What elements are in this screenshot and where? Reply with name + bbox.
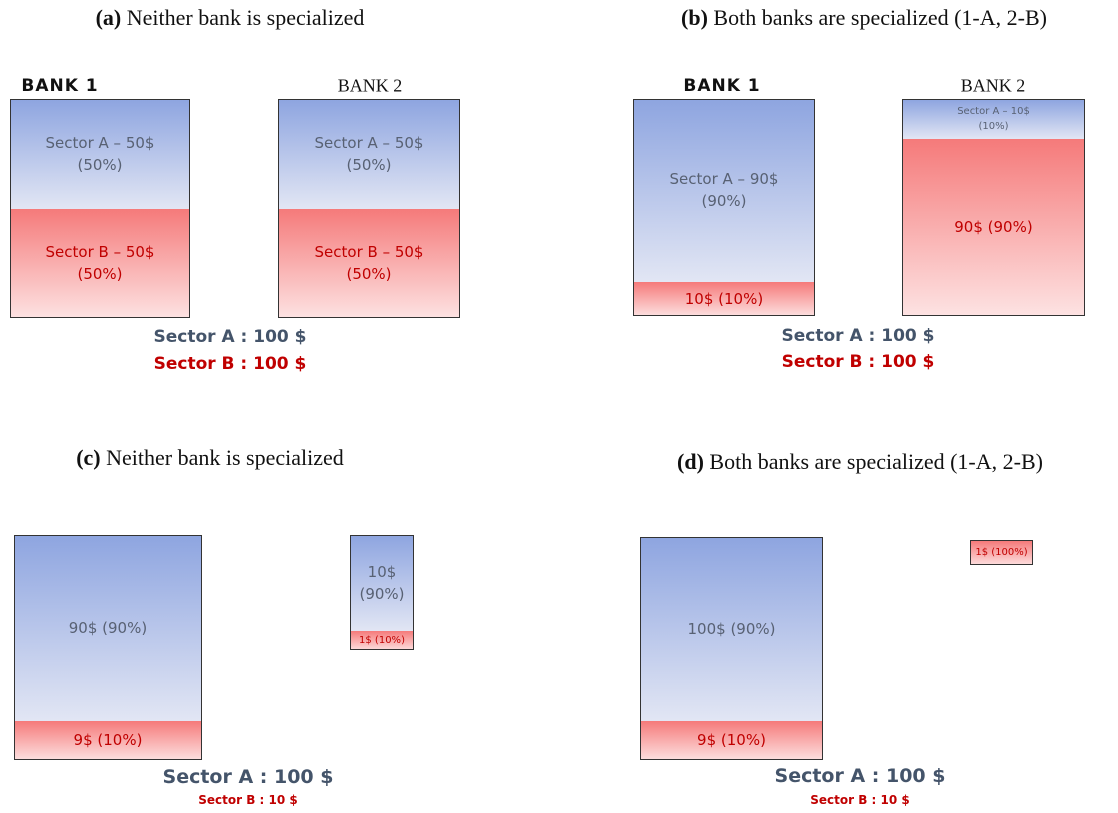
segment-text: Sector A – 50$	[45, 133, 155, 152]
segment-text: (90%)	[359, 584, 405, 603]
panel-label: (c)	[76, 445, 101, 470]
panel-label: (a)	[95, 5, 122, 30]
sector-segment: Sector A – 90$ (90%)	[634, 100, 814, 282]
panel-label: (b)	[681, 5, 708, 30]
bank-box: Sector A – 50$ (50%) Sector B – 50$ (50%)	[278, 99, 460, 318]
segment-text: 90$ (90%)	[68, 618, 148, 637]
bank-box: Sector A – 50$ (50%) Sector B – 50$ (50%)	[10, 99, 190, 318]
segment-text: 100$ (90%)	[687, 619, 776, 638]
sector-total: Sector B : 10 $	[810, 793, 910, 807]
segment-text: (50%)	[346, 265, 392, 283]
sector-total: Sector A : 100 $	[774, 765, 946, 787]
panel-title: (d) Both banks are specialized (1-A, 2-B…	[677, 449, 1043, 475]
segment-text: (90%)	[701, 192, 747, 210]
bank-box: 10$ (90%) 1$ (10%)	[350, 535, 414, 650]
bank-label: BANK 2	[337, 75, 403, 96]
panel-label: (d)	[677, 449, 704, 474]
sector-segment: Sector B – 50$ (50%)	[279, 209, 459, 317]
sector-total: Sector A : 100 $	[162, 766, 334, 788]
panel-title-text: Neither bank is specialized	[126, 5, 365, 30]
segment-text: (50%)	[77, 265, 123, 283]
bank-box: Sector A – 90$ (90%) 10$ (10%)	[633, 99, 815, 316]
segment-text: 10$ (10%)	[684, 289, 764, 308]
segment-text: 9$ (10%)	[73, 731, 143, 750]
segment-text: Sector B – 50$	[314, 243, 424, 262]
sector-segment: 100$ (90%)	[641, 538, 822, 721]
sector-segment: 10$ (90%)	[351, 536, 413, 631]
segment-text: 90$ (90%)	[954, 218, 1033, 237]
sector-total: Sector B : 100 $	[781, 352, 935, 372]
segment-text: 1$ (10%)	[359, 634, 405, 646]
sector-total: Sector B : 10 $	[198, 793, 298, 807]
bank-label: BANK 1	[683, 76, 761, 96]
sector-segment: 90$ (90%)	[15, 536, 201, 721]
segment-text: (50%)	[346, 155, 392, 174]
sector-segment: 9$ (10%)	[15, 721, 201, 759]
segment-text: 10$	[367, 562, 397, 581]
segment-text: 9$ (10%)	[697, 731, 766, 750]
bank-box: 90$ (90%) 9$ (10%)	[14, 535, 202, 760]
segment-text: Sector A – 10$	[957, 106, 1030, 117]
sector-segment: 10$ (10%)	[634, 282, 814, 315]
panel-title: (b) Both banks are specialized (1-A, 2-B…	[681, 5, 1047, 31]
segment-text: Sector A – 50$	[314, 133, 424, 152]
segment-text: (10%)	[978, 120, 1009, 132]
sector-segment: Sector A – 50$ (50%)	[11, 100, 189, 209]
segment-text: Sector B – 50$	[45, 243, 155, 262]
segment-text: 1$ (100%)	[975, 547, 1028, 559]
panel-title-text: Both banks are specialized (1-A, 2-B)	[709, 449, 1043, 474]
panel-title-text: Both banks are specialized (1-A, 2-B)	[713, 5, 1047, 30]
sector-segment: 90$ (90%)	[903, 139, 1084, 315]
sector-total: Sector A : 100 $	[153, 327, 307, 347]
sector-segment: 9$ (10%)	[641, 721, 822, 759]
sector-segment: 1$ (10%)	[351, 631, 413, 649]
segment-text: (50%)	[77, 155, 123, 174]
sector-segment: Sector A – 50$ (50%)	[279, 100, 459, 209]
sector-segment: Sector A – 10$ (10%)	[903, 100, 1084, 139]
segment-text: Sector A – 90$	[669, 170, 779, 189]
bank-label: BANK 1	[21, 76, 99, 96]
panel-title-text: Neither bank is specialized	[106, 445, 344, 470]
bank-box: Sector A – 10$ (10%) 90$ (90%)	[902, 99, 1085, 316]
panel-title: (a) Neither bank is specialized	[96, 5, 365, 31]
sector-total: Sector B : 100 $	[153, 354, 307, 374]
bank-box: 100$ (90%) 9$ (10%)	[640, 537, 823, 760]
panel-title: (c) Neither bank is specialized	[76, 445, 344, 471]
sector-total: Sector A : 100 $	[781, 326, 935, 346]
sector-segment: Sector B – 50$ (50%)	[11, 209, 189, 317]
bank-box: 1$ (100%)	[970, 540, 1033, 565]
bank-label: BANK 2	[960, 75, 1026, 96]
sector-segment: 1$ (100%)	[971, 541, 1032, 564]
